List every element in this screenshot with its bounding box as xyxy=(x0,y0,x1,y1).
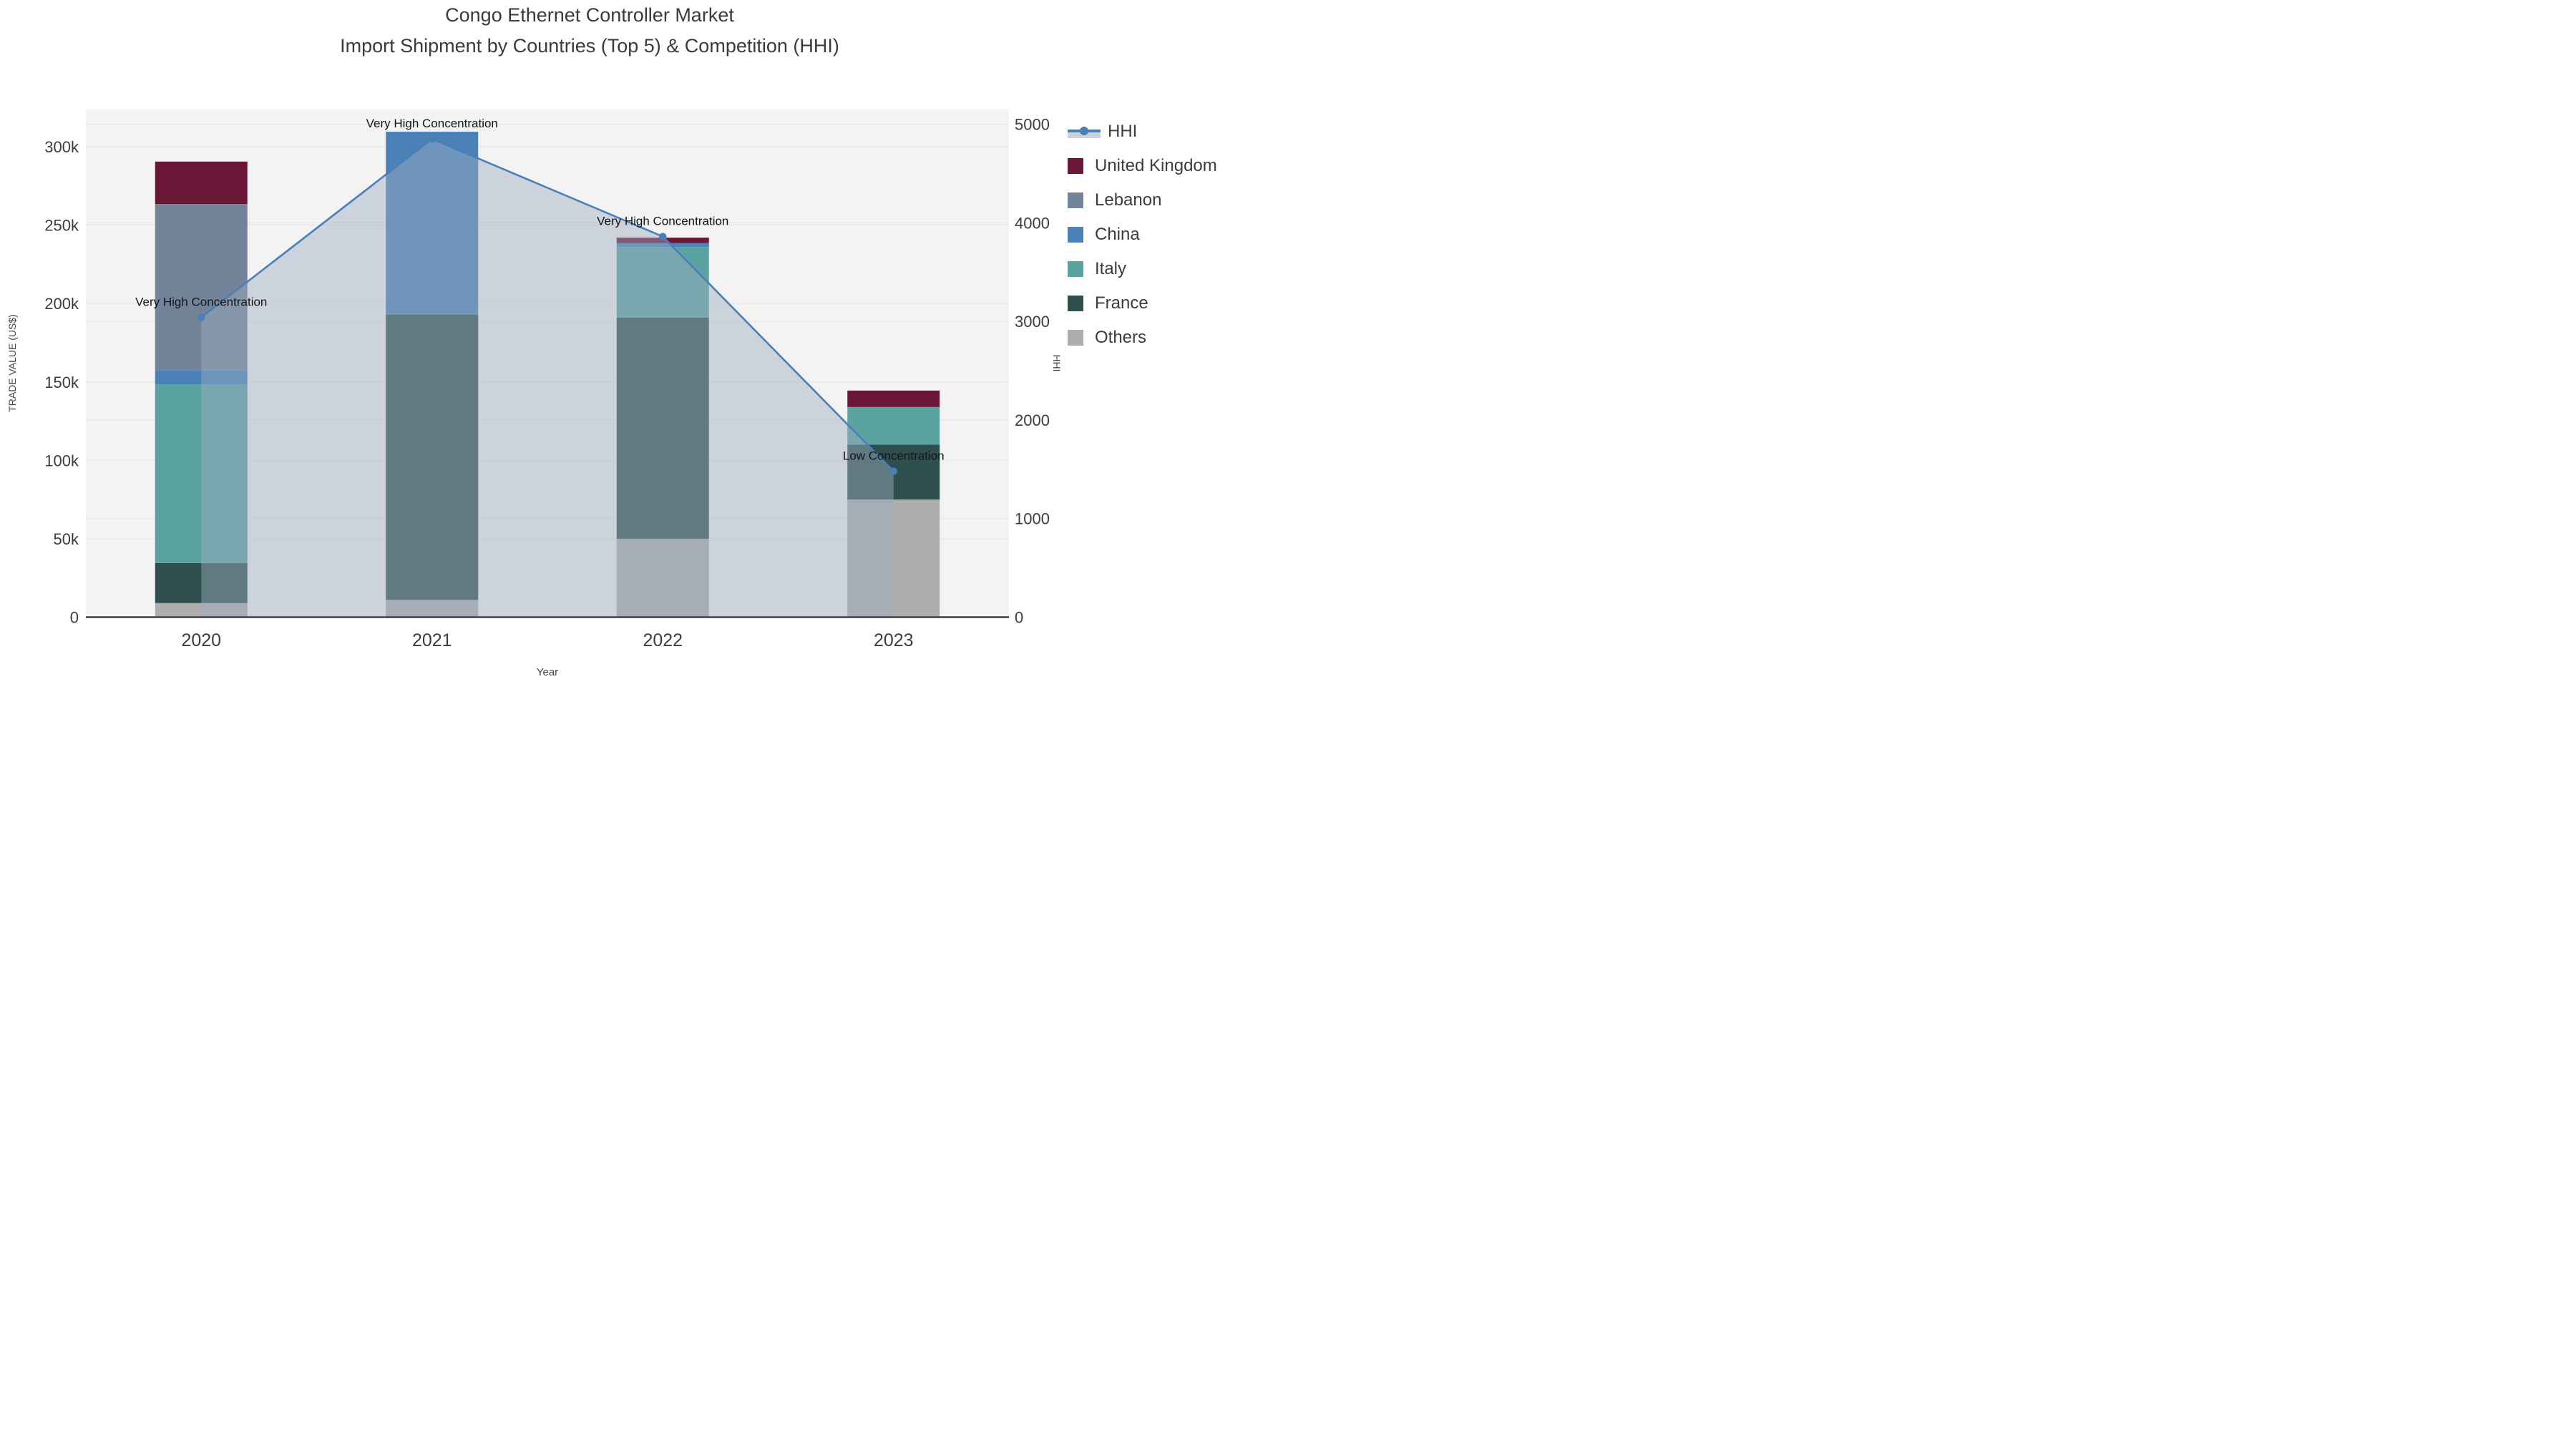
bar-segment-lebanon-2020[interactable] xyxy=(155,203,248,371)
color-swatch-icon xyxy=(1068,261,1083,277)
legend-label: Others xyxy=(1095,328,1147,347)
x-tick-2021: 2021 xyxy=(412,630,452,650)
hhi-marker-2020[interactable] xyxy=(197,313,205,321)
legend-label: Italy xyxy=(1095,259,1127,278)
y-left-axis-title: TRADE VALUE (US$) xyxy=(6,314,18,412)
y-right-tick-1000: 1000 xyxy=(1015,510,1050,528)
legend-label: China xyxy=(1095,225,1140,244)
bar-segment-france-2022[interactable] xyxy=(616,317,709,539)
y-right-tick-0: 0 xyxy=(1015,609,1023,627)
legend-label: HHI xyxy=(1108,122,1138,141)
y-left-tick-50k: 50k xyxy=(54,530,79,548)
color-swatch-icon xyxy=(1068,158,1083,174)
y-right-tick-4000: 4000 xyxy=(1015,214,1050,232)
bar-segment-italy-2023[interactable] xyxy=(847,406,940,445)
y-left-tick-100k: 100k xyxy=(44,452,79,469)
y-left-tick-0: 0 xyxy=(70,609,79,627)
y-left-tick-250k: 250k xyxy=(44,217,79,235)
color-swatch-icon xyxy=(1068,192,1083,208)
color-swatch-icon xyxy=(1068,330,1083,346)
x-tick-2022: 2022 xyxy=(643,630,683,650)
legend-item-united-kingdom[interactable]: United Kingdom xyxy=(1068,149,1217,183)
chart-title-line1: Congo Ethernet Controller Market xyxy=(445,4,734,26)
color-swatch-icon xyxy=(1068,227,1083,243)
hhi-line-swatch-icon xyxy=(1068,124,1101,140)
hhi-marker-2023[interactable] xyxy=(889,467,897,475)
y-right-axis-title: HHI xyxy=(1051,354,1063,371)
annotation-2023: Low Concentration xyxy=(843,449,945,463)
legend-item-france[interactable]: France xyxy=(1068,286,1217,321)
legend-item-hhi[interactable]: HHI xyxy=(1068,114,1217,149)
bar-segment-others-2022[interactable] xyxy=(616,538,709,618)
annotation-2020: Very High Concentration xyxy=(135,296,267,309)
bar-segment-others-2021[interactable] xyxy=(386,600,479,618)
chart-title-line2: Import Shipment by Countries (Top 5) & C… xyxy=(340,35,839,57)
x-tick-2023: 2023 xyxy=(874,630,914,650)
chart-title: Congo Ethernet Controller Market Import … xyxy=(0,2,1198,64)
bar-segment-france-2021[interactable] xyxy=(386,314,479,600)
bar-segment-united-kingdom-2022[interactable] xyxy=(616,238,709,243)
legend-item-lebanon[interactable]: Lebanon xyxy=(1068,183,1217,218)
hhi-marker-2021[interactable] xyxy=(428,135,436,143)
y-right-tick-2000: 2000 xyxy=(1015,411,1050,429)
chart-legend: HHI United Kingdom Lebanon China Italy France… xyxy=(1068,114,1217,355)
annotation-2021: Very High Concentration xyxy=(366,117,498,130)
hhi-marker-2022[interactable] xyxy=(659,233,667,240)
legend-item-others[interactable]: Others xyxy=(1068,321,1217,355)
hhi-line xyxy=(200,137,894,472)
bar-segment-china-2020[interactable] xyxy=(155,370,248,385)
bar-segment-china-2022[interactable] xyxy=(616,243,709,248)
legend-item-china[interactable]: China xyxy=(1068,218,1217,252)
bar-segment-italy-2020[interactable] xyxy=(155,384,248,563)
hhi-swatch-dotpart xyxy=(1080,127,1088,135)
bar-segment-others-2020[interactable] xyxy=(155,602,248,618)
y-left-tick-200k: 200k xyxy=(44,295,79,313)
bar-segment-france-2020[interactable] xyxy=(155,562,248,603)
legend-label: United Kingdom xyxy=(1095,156,1217,175)
color-swatch-icon xyxy=(1068,296,1083,311)
legend-item-italy[interactable]: Italy xyxy=(1068,252,1217,286)
bar-segment-united-kingdom-2023[interactable] xyxy=(847,390,940,407)
bar-segment-italy-2021[interactable] xyxy=(386,313,479,315)
legend-label: Lebanon xyxy=(1095,190,1162,210)
hhi-area-fill xyxy=(201,139,894,618)
x-axis-title: Year xyxy=(537,666,558,678)
bar-segment-united-kingdom-2020[interactable] xyxy=(155,161,248,204)
annotation-2022: Very High Concentration xyxy=(597,215,728,228)
legend-label: France xyxy=(1095,293,1148,313)
y-left-tick-150k: 150k xyxy=(44,374,79,391)
bar-segment-italy-2022[interactable] xyxy=(616,247,709,318)
chart-canvas: Very High Concentration Very High Concent… xyxy=(6,109,1063,678)
y-right-tick-5000: 5000 xyxy=(1015,116,1050,134)
y-right-tick-3000: 3000 xyxy=(1015,313,1050,331)
figure: Congo Ethernet Controller Market Import … xyxy=(0,0,1288,724)
bar-segment-others-2023[interactable] xyxy=(847,499,940,618)
x-tick-2020: 2020 xyxy=(181,630,221,650)
y-left-tick-300k: 300k xyxy=(44,138,79,156)
